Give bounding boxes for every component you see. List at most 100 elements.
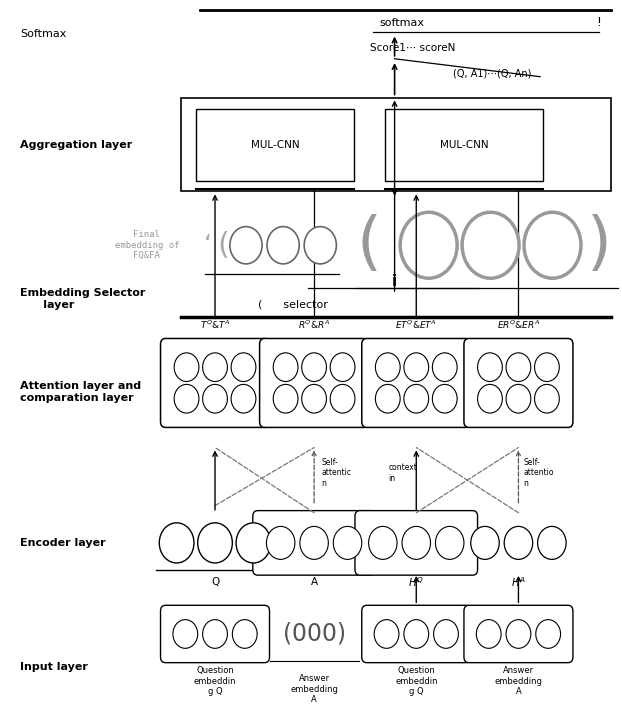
Circle shape bbox=[273, 384, 298, 413]
Text: Embedding Selector
      layer: Embedding Selector layer bbox=[20, 288, 146, 310]
Circle shape bbox=[537, 526, 566, 559]
Circle shape bbox=[330, 353, 355, 382]
Text: Self-
attentio
n: Self- attentio n bbox=[523, 458, 554, 488]
Text: Attention layer and
comparation layer: Attention layer and comparation layer bbox=[20, 382, 141, 403]
Circle shape bbox=[173, 620, 198, 648]
Circle shape bbox=[404, 384, 429, 413]
Circle shape bbox=[233, 620, 257, 648]
Text: !: ! bbox=[596, 17, 601, 30]
Text: i: i bbox=[392, 274, 397, 289]
Circle shape bbox=[231, 384, 256, 413]
Text: Final
embedding of
FQ&FA: Final embedding of FQ&FA bbox=[114, 230, 179, 260]
Circle shape bbox=[369, 526, 397, 559]
Circle shape bbox=[434, 620, 458, 648]
Circle shape bbox=[330, 384, 355, 413]
Text: context
in: context in bbox=[388, 463, 417, 482]
Circle shape bbox=[376, 353, 400, 382]
Text: $R^Q$&$R^A$: $R^Q$&$R^A$ bbox=[298, 319, 330, 331]
Text: MUL-CNN: MUL-CNN bbox=[251, 140, 300, 150]
Bar bbox=[197, 109, 355, 181]
Text: $H^Q$: $H^Q$ bbox=[408, 575, 424, 589]
Text: ): ) bbox=[276, 529, 287, 557]
Text: (: ( bbox=[357, 215, 382, 276]
Text: softmax: softmax bbox=[379, 18, 424, 28]
Circle shape bbox=[536, 620, 560, 648]
Circle shape bbox=[432, 353, 457, 382]
Circle shape bbox=[478, 353, 503, 382]
Circle shape bbox=[203, 620, 228, 648]
Circle shape bbox=[174, 384, 199, 413]
Text: Encoder layer: Encoder layer bbox=[20, 538, 106, 548]
Circle shape bbox=[506, 353, 531, 382]
Text: Self-
attentic
n: Self- attentic n bbox=[322, 458, 351, 488]
Text: $(000)$: $(000)$ bbox=[282, 619, 346, 646]
FancyBboxPatch shape bbox=[160, 606, 269, 662]
Circle shape bbox=[506, 384, 531, 413]
Text: (: ( bbox=[218, 230, 230, 260]
FancyBboxPatch shape bbox=[259, 338, 369, 428]
Circle shape bbox=[534, 384, 559, 413]
Circle shape bbox=[432, 384, 457, 413]
FancyBboxPatch shape bbox=[464, 606, 573, 662]
Circle shape bbox=[471, 526, 499, 559]
Circle shape bbox=[476, 620, 501, 648]
Text: Input layer: Input layer bbox=[20, 662, 88, 672]
Text: Answer
embedding
A: Answer embedding A bbox=[290, 674, 338, 704]
Circle shape bbox=[506, 620, 531, 648]
Text: Score1⋯ scoreN: Score1⋯ scoreN bbox=[370, 43, 455, 53]
Circle shape bbox=[376, 384, 400, 413]
Text: A: A bbox=[310, 577, 318, 588]
Circle shape bbox=[333, 526, 362, 559]
Circle shape bbox=[404, 353, 429, 382]
Text: ‘: ‘ bbox=[204, 233, 212, 257]
Circle shape bbox=[302, 384, 327, 413]
FancyBboxPatch shape bbox=[464, 338, 573, 428]
Circle shape bbox=[203, 353, 228, 382]
Circle shape bbox=[230, 227, 262, 264]
Text: Softmax: Softmax bbox=[20, 29, 67, 39]
FancyBboxPatch shape bbox=[355, 510, 478, 575]
Circle shape bbox=[534, 353, 559, 382]
Text: (: ( bbox=[450, 531, 460, 555]
Bar bbox=[181, 98, 611, 192]
Text: ): ) bbox=[587, 215, 612, 276]
Text: Q: Q bbox=[211, 577, 219, 588]
Text: Answer
embedding
A: Answer embedding A bbox=[494, 666, 542, 696]
Bar bbox=[385, 109, 543, 181]
Circle shape bbox=[266, 526, 295, 559]
Circle shape bbox=[524, 212, 581, 278]
Circle shape bbox=[478, 384, 503, 413]
FancyBboxPatch shape bbox=[160, 338, 269, 428]
FancyBboxPatch shape bbox=[362, 338, 471, 428]
Circle shape bbox=[304, 227, 337, 264]
Circle shape bbox=[462, 212, 519, 278]
Circle shape bbox=[236, 523, 271, 563]
Circle shape bbox=[374, 620, 399, 648]
Circle shape bbox=[404, 620, 429, 648]
FancyBboxPatch shape bbox=[253, 510, 376, 575]
FancyBboxPatch shape bbox=[362, 606, 471, 662]
Circle shape bbox=[402, 526, 430, 559]
Text: $ER^Q$&$ER^A$: $ER^Q$&$ER^A$ bbox=[497, 319, 540, 331]
Circle shape bbox=[504, 526, 532, 559]
Text: $ET^Q$&$ET^A$: $ET^Q$&$ET^A$ bbox=[396, 319, 437, 331]
Circle shape bbox=[198, 523, 233, 563]
Text: Question
embeddin
g Q: Question embeddin g Q bbox=[395, 666, 437, 696]
Text: MUL-CNN: MUL-CNN bbox=[440, 140, 488, 150]
Circle shape bbox=[231, 353, 256, 382]
Circle shape bbox=[300, 526, 328, 559]
Text: Aggregation layer: Aggregation layer bbox=[20, 140, 132, 150]
Circle shape bbox=[400, 212, 457, 278]
Circle shape bbox=[302, 353, 327, 382]
Circle shape bbox=[273, 353, 298, 382]
Text: (Q, A1)⋯(Q, An): (Q, A1)⋯(Q, An) bbox=[453, 68, 532, 78]
Circle shape bbox=[203, 384, 228, 413]
Circle shape bbox=[435, 526, 464, 559]
Circle shape bbox=[267, 227, 299, 264]
Text: (      selector: ( selector bbox=[258, 299, 328, 309]
Circle shape bbox=[174, 353, 199, 382]
Circle shape bbox=[159, 523, 194, 563]
Text: Question
embeddin
g Q: Question embeddin g Q bbox=[194, 666, 236, 696]
Text: $H^A$: $H^A$ bbox=[511, 575, 526, 589]
Text: $T^Q$&$T^A$: $T^Q$&$T^A$ bbox=[200, 319, 230, 331]
